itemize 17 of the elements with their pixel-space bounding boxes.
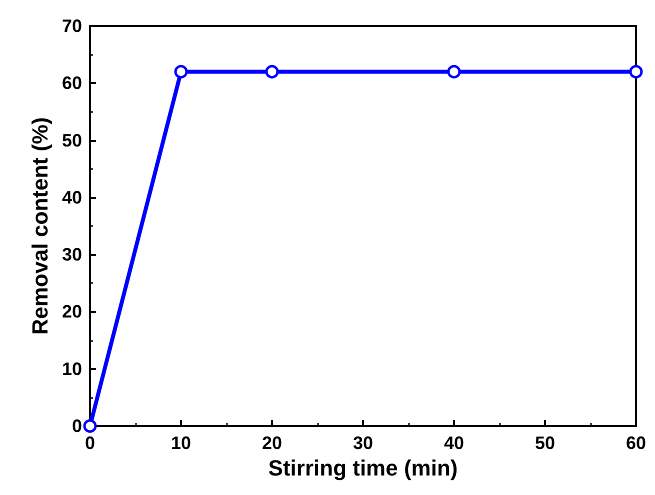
y-tick-label: 50 (62, 130, 82, 150)
x-tick-label: 40 (444, 433, 464, 453)
x-axis-title: Stirring time (min) (268, 455, 458, 480)
x-tick-label: 0 (84, 433, 96, 453)
x-tick-label: 50 (534, 433, 556, 453)
y-tick-label: 40 (62, 187, 82, 208)
y-tick-label: 60 (62, 73, 82, 94)
x-tick-label: 30 (352, 433, 374, 453)
x-tick-label: 10 (170, 433, 192, 453)
y-tick-label: 0 (72, 416, 82, 436)
x-tick-label: 20 (262, 433, 282, 453)
y-tick-label: 70 (62, 16, 82, 36)
y-tick-label: 30 (62, 244, 82, 265)
y-tick-label: 20 (62, 302, 82, 322)
y-axis-title: Removal content (%) (28, 117, 53, 335)
y-tick-label: 10 (62, 358, 82, 379)
x-tick-label: 60 (626, 433, 646, 453)
